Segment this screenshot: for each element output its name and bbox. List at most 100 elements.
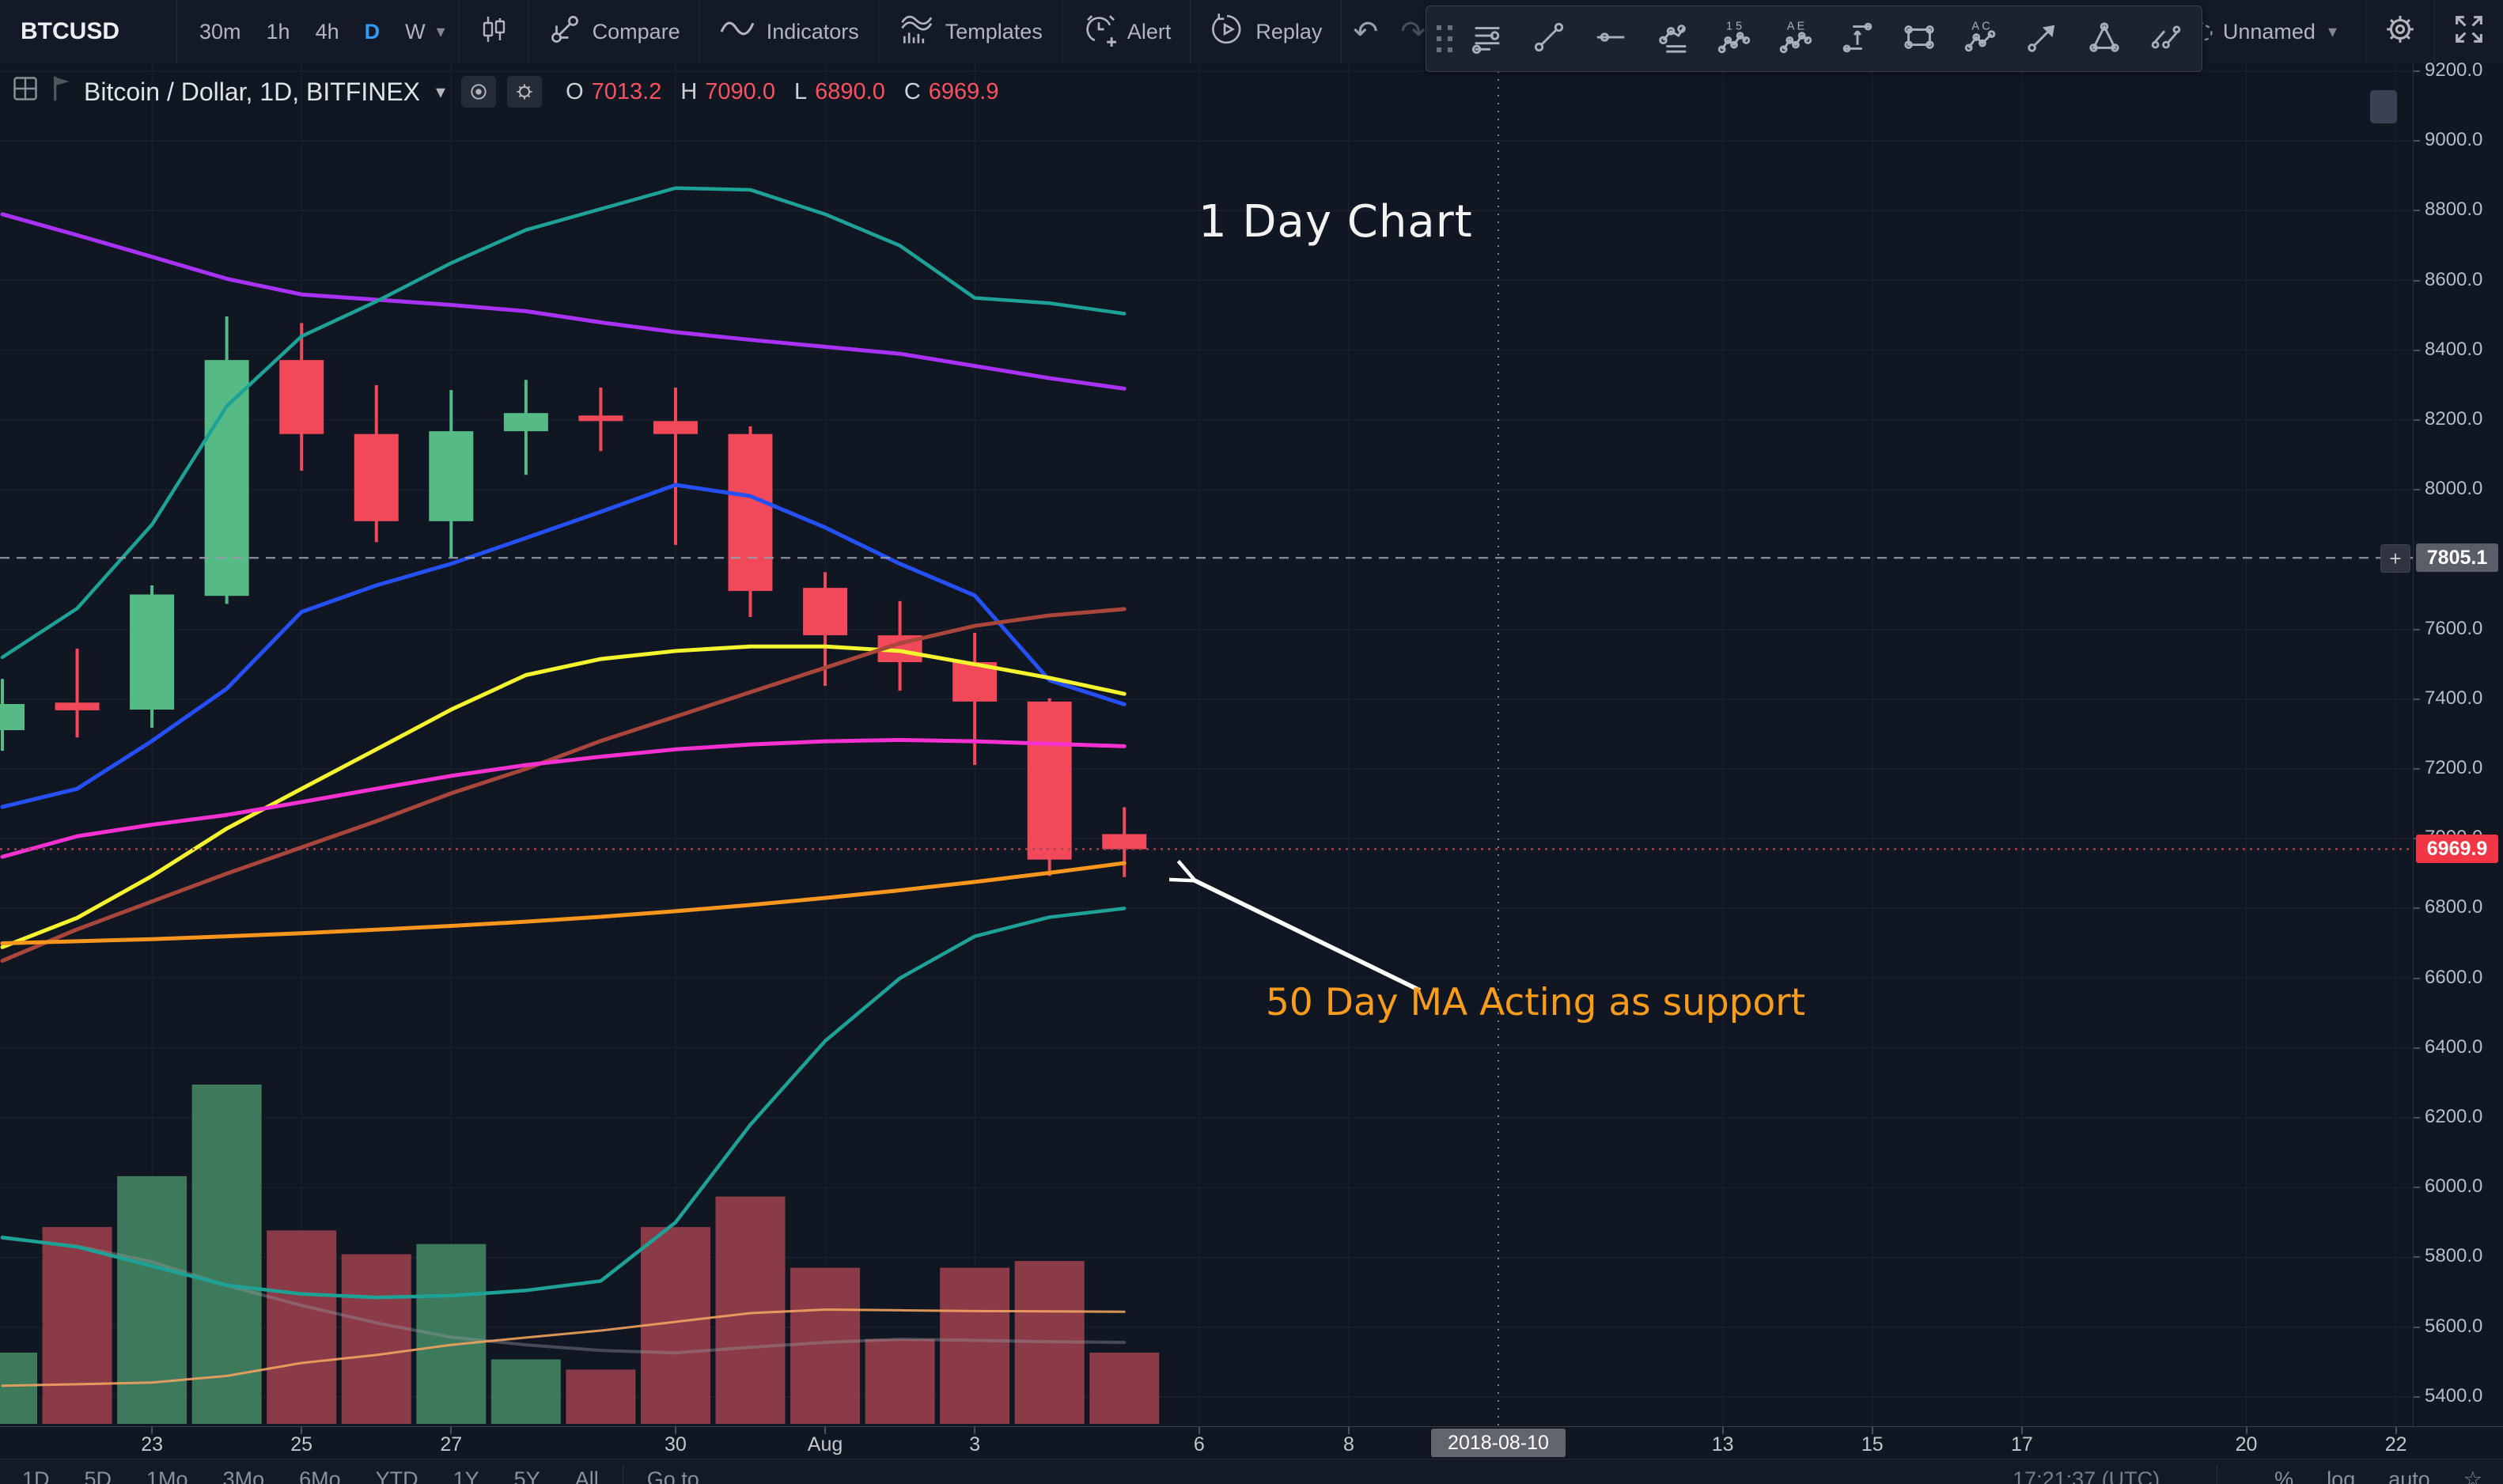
time-tick-label[interactable]: 13 — [1711, 1433, 1734, 1456]
range-5Y[interactable]: 5Y — [513, 1467, 540, 1484]
volume-bar — [715, 1196, 786, 1424]
range-1D[interactable]: 1D — [22, 1467, 50, 1484]
range-All[interactable]: All — [574, 1467, 599, 1484]
chart-canvas[interactable] — [0, 63, 2413, 1426]
indicators-button[interactable]: Indicators — [700, 0, 878, 63]
toggle-visibility-button[interactable] — [461, 76, 497, 108]
indicators-label: Indicators — [766, 19, 859, 44]
time-tick-label[interactable]: 17 — [2010, 1433, 2033, 1456]
price-tick-label: 7200.0 — [2425, 757, 2483, 778]
candle-body — [803, 588, 848, 636]
price-tick-mark — [2414, 1117, 2420, 1119]
rectangle-button[interactable] — [1888, 7, 1950, 70]
auto-scale-button[interactable]: auto — [2388, 1467, 2430, 1484]
time-tick-label[interactable]: 15 — [1861, 1433, 1884, 1456]
range-3Mo[interactable]: 3Mo — [222, 1467, 265, 1484]
compare-button[interactable]: Compare — [529, 0, 699, 63]
log-scale-button[interactable]: log — [2327, 1467, 2356, 1484]
time-tick-mark — [2245, 1427, 2247, 1434]
time-axis[interactable]: 23 25 27 30 Aug 3 6 8 13 15 17 20 22 2018-08-10 — [0, 1426, 2503, 1459]
percent-scale-button[interactable]: % — [2274, 1467, 2294, 1484]
price-axis[interactable]: + 9200.0 9000.0 8800.0 8600.0 8400.0 8200.0 80… — [2380, 59, 2503, 1426]
time-tick-label[interactable]: 23 — [141, 1433, 163, 1456]
volume-bars — [0, 1085, 1160, 1424]
time-tick-label[interactable]: 22 — [2384, 1433, 2407, 1456]
pitchfork-button[interactable] — [1642, 7, 1703, 70]
range-5D[interactable]: 5D — [84, 1467, 112, 1484]
horizontal-ray-button[interactable] — [1580, 7, 1642, 70]
time-tick-label[interactable]: 25 — [290, 1433, 313, 1456]
redo-button[interactable]: ↷ — [1400, 15, 1426, 49]
interval-D[interactable]: D — [364, 19, 381, 44]
symbol-settings-button[interactable] — [507, 76, 543, 108]
range-1Y[interactable]: 1Y — [453, 1467, 479, 1484]
line-tools-icon — [1469, 19, 1505, 59]
fullscreen-button[interactable] — [2435, 0, 2503, 63]
interval-dropdown-caret[interactable]: ▾ — [436, 21, 445, 41]
price-tick-label: 7600.0 — [2425, 617, 2483, 639]
price-tick-label: 6200.0 — [2425, 1106, 2483, 1127]
indicators-icon — [719, 13, 755, 51]
time-tick-label[interactable]: 27 — [440, 1433, 463, 1456]
price-tick-label: 6600.0 — [2425, 966, 2483, 988]
elliott-correction-wave-button[interactable]: A E — [1765, 7, 1827, 70]
time-tick-label[interactable]: 6 — [1193, 1433, 1205, 1456]
svg-text:A E: A E — [1787, 20, 1804, 32]
time-tick-label[interactable]: 30 — [665, 1433, 687, 1456]
favorite-star-icon[interactable]: ☆ — [2463, 1467, 2482, 1484]
pitchfork-icon — [1654, 19, 1691, 59]
chart-pane[interactable]: Bitcoin / Dollar, 1D, BITFINEX ▾ O 7013.… — [0, 63, 2413, 1426]
time-tick-label[interactable]: 3 — [969, 1433, 981, 1456]
add-alert-plus-icon[interactable]: + — [2380, 544, 2410, 574]
triangle-pattern-button[interactable] — [2073, 7, 2135, 70]
price-tick-mark — [2414, 1047, 2420, 1049]
time-tick-label[interactable]: Aug — [807, 1433, 843, 1456]
pane-badge-icon[interactable] — [2370, 90, 2397, 123]
symbol-title[interactable]: Bitcoin / Dollar, 1D, BITFINEX — [84, 77, 421, 106]
settings-button[interactable] — [2366, 0, 2434, 63]
templates-button[interactable]: Templates — [879, 0, 1062, 63]
time-tick-label[interactable]: 20 — [2235, 1433, 2258, 1456]
symbol-button[interactable]: BTCUSD — [21, 18, 119, 44]
interval-1h[interactable]: 1h — [266, 19, 290, 44]
close-value: 6969.9 — [928, 78, 999, 104]
price-tick-mark — [2414, 628, 2420, 630]
candle-body — [1102, 834, 1147, 850]
time-tick-mark — [301, 1427, 303, 1434]
abcd-pattern-button[interactable]: A C — [1950, 7, 2012, 70]
undo-button[interactable]: ↶ — [1353, 15, 1379, 49]
symbol-dropdown-caret[interactable]: ▾ — [436, 81, 446, 103]
flag-icon[interactable] — [51, 74, 73, 109]
interval-30m[interactable]: 30m — [199, 19, 241, 44]
line-tools-button[interactable] — [1456, 7, 1518, 70]
interval-W[interactable]: W — [405, 19, 426, 44]
price-tick-mark — [2414, 768, 2420, 770]
drag-handle[interactable] — [1433, 15, 1456, 62]
chart-style-button[interactable] — [459, 0, 528, 63]
candle-body — [653, 421, 698, 434]
time-tick-label[interactable]: 8 — [1342, 1433, 1354, 1456]
price-tick-label: 8600.0 — [2425, 268, 2483, 290]
projection-button[interactable] — [1827, 7, 1888, 70]
toolbar-separator — [176, 0, 177, 63]
toolbar-separator — [699, 0, 700, 63]
low-label: L — [793, 78, 808, 104]
price-tick-label: 8200.0 — [2425, 408, 2483, 430]
range-YTD[interactable]: YTD — [375, 1467, 418, 1484]
last-price-label: 6969.9 — [2416, 835, 2498, 864]
elliott-impulse-wave-button[interactable]: 1 5 — [1703, 7, 1765, 70]
alert-button[interactable]: Alert — [1062, 0, 1191, 63]
toolbar-separator — [877, 0, 879, 63]
svg-text:1 5: 1 5 — [1726, 20, 1742, 32]
disjoint-channel-button[interactable] — [2135, 7, 2197, 70]
range-6Mo[interactable]: 6Mo — [299, 1467, 341, 1484]
goto-button[interactable]: Go to — [646, 1467, 699, 1484]
trend-line-button[interactable] — [1518, 7, 1580, 70]
elliott-correction-wave-icon: A E — [1778, 19, 1814, 59]
replay-button[interactable]: Replay — [1191, 0, 1341, 63]
layout-grid-icon[interactable] — [11, 74, 40, 109]
clock-readout[interactable]: 17:21:37 (UTC) — [2013, 1467, 2160, 1484]
range-1Mo[interactable]: 1Mo — [146, 1467, 188, 1484]
arrow-tool-button[interactable] — [2012, 7, 2073, 70]
interval-4h[interactable]: 4h — [315, 19, 339, 44]
